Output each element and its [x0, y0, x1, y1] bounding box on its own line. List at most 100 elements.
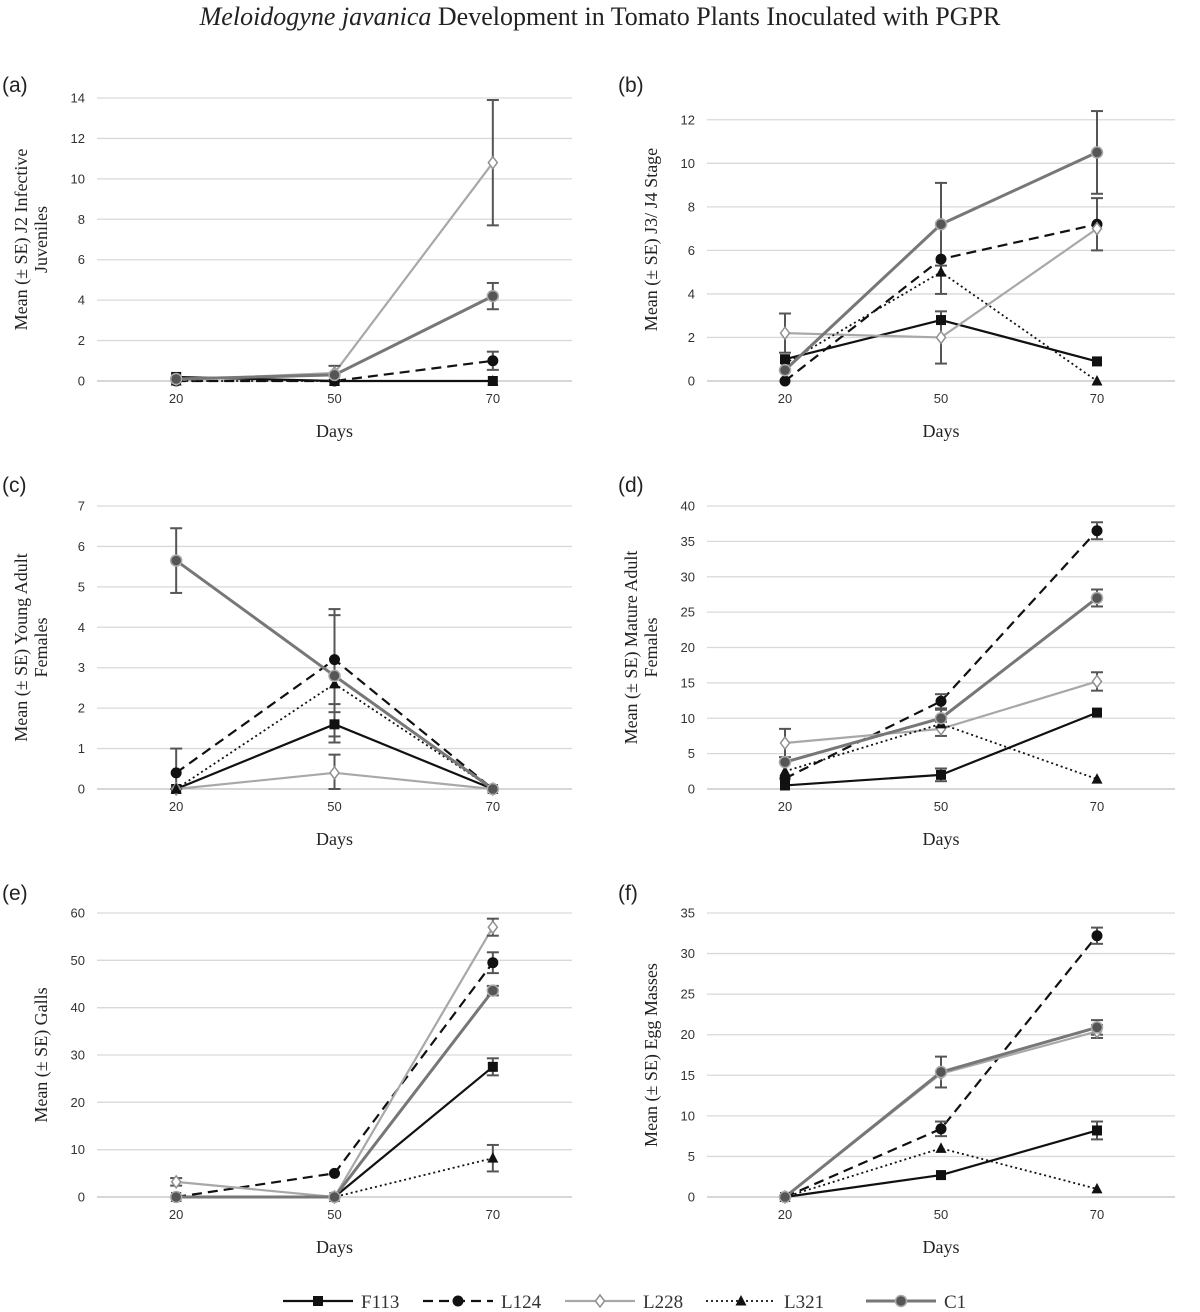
data-point-L124-shape [935, 1123, 947, 1135]
series-line-L124 [784, 530, 1098, 780]
data-point-L124 [1091, 930, 1103, 942]
data-point-L321 [487, 1152, 499, 1163]
chart-panel-1: (b) 0 2 4 6 8 10 12 20 50 70 Days Mean (± SE) J3/ J4… [618, 74, 1175, 441]
data-point-L124 [1091, 525, 1103, 537]
y-tick-label: 8 [688, 199, 695, 214]
x-tick-label: 70 [486, 799, 500, 814]
y-tick-label: 10 [71, 171, 85, 186]
data-point-L228-shape [1091, 674, 1103, 689]
data-point-C1 [486, 984, 500, 997]
y-tick-label: 20 [71, 1095, 85, 1110]
data-point-L124 [329, 654, 340, 666]
legend-label-C1: C1 [944, 1292, 966, 1312]
data-point-C1 [778, 755, 792, 769]
y-tick-label: 0 [78, 1190, 85, 1205]
data-point-F113 [329, 719, 340, 730]
data-point-L124-shape [487, 957, 499, 969]
series-line-C1 [176, 989, 495, 1199]
data-point-C1-shape [169, 1190, 183, 1204]
x-tick-label: 20 [169, 799, 183, 814]
y-axis-label: Mean (± SE) Young Adult [11, 553, 32, 741]
legend-label-L321: L321 [784, 1292, 824, 1312]
data-point-F113-shape [1092, 356, 1102, 367]
data-point-L321-shape [487, 375, 499, 386]
legend-marker-L124-shape [452, 1295, 464, 1307]
legend-marker-L321 [735, 1295, 747, 1306]
x-tick-label: 50 [934, 799, 948, 814]
y-tick-label: 2 [688, 330, 695, 345]
data-point-L321-shape [487, 1152, 499, 1163]
x-axis-label: Days [923, 421, 960, 441]
data-point-L228 [170, 1174, 182, 1190]
y-tick-label: 8 [78, 212, 85, 227]
data-point-F113-shape [1092, 707, 1102, 718]
data-point-L321-shape [935, 266, 947, 277]
data-point-F113-shape [1092, 1125, 1102, 1136]
data-point-L321 [779, 765, 791, 776]
data-point-C1-shape [486, 782, 500, 796]
data-point-L321 [935, 266, 947, 277]
data-point-L321 [170, 783, 182, 794]
data-point-F113-shape [936, 769, 946, 780]
data-point-L124 [935, 695, 947, 707]
data-point-L228 [779, 735, 791, 751]
data-point-C1-shape [1090, 1021, 1104, 1034]
series-line-F113 [784, 1129, 1098, 1199]
y-tick-label: 0 [688, 374, 695, 389]
y-tick-label: 30 [71, 1048, 85, 1063]
y-tick-label: 15 [681, 1068, 695, 1083]
data-point-C1-shape [486, 289, 500, 303]
data-point-L321 [487, 375, 499, 386]
data-point-C1 [328, 368, 341, 382]
y-tick-label: 10 [681, 711, 695, 726]
panel-label: (b) [618, 74, 644, 97]
y-tick-label: 6 [688, 243, 695, 258]
data-point-L124 [779, 375, 791, 387]
series-line-L124 [784, 935, 1098, 1199]
data-point-L124-shape [935, 253, 947, 265]
data-point-C1 [328, 1190, 341, 1204]
y-tick-label: 10 [681, 1108, 695, 1123]
data-point-L321-shape [935, 1142, 947, 1153]
data-point-L228 [1091, 221, 1103, 236]
data-point-C1 [486, 289, 500, 303]
data-point-L321-shape [170, 783, 182, 794]
data-point-C1-shape [934, 712, 948, 725]
x-axis-label: Days [316, 421, 353, 441]
data-point-L124-shape [487, 355, 499, 367]
data-point-F113 [487, 1061, 498, 1072]
data-point-F113-shape [936, 1170, 946, 1181]
data-point-F113 [1092, 1125, 1102, 1136]
title-species: Meloidogyne javanica [199, 2, 432, 31]
y-tick-label: 14 [71, 91, 85, 106]
title-rest: Development in Tomato Plants Inoculated … [431, 2, 1001, 31]
y-tick-label: 60 [71, 906, 85, 921]
data-point-C1-shape [778, 755, 792, 769]
data-point-F113-shape [487, 1061, 498, 1072]
legend-marker-L321-shape [735, 1295, 747, 1306]
data-point-C1-shape [1090, 146, 1104, 159]
data-point-C1-shape [328, 368, 341, 382]
data-point-L321-shape [779, 765, 791, 776]
data-point-L228-shape [779, 325, 791, 341]
y-axis-label: Females [31, 618, 51, 678]
panel-label: (e) [2, 882, 28, 905]
y-tick-label: 30 [681, 569, 695, 584]
y-tick-label: 35 [681, 906, 695, 921]
y-tick-label: 4 [78, 620, 85, 635]
y-tick-label: 6 [78, 252, 85, 267]
y-axis-label: Mean (± SE) Galls [31, 987, 52, 1122]
data-point-F113 [936, 769, 946, 780]
data-point-L228 [487, 919, 499, 935]
chart-panel-2: (c) 0 1 2 3 4 5 6 7 20 50 70 Days Mean (± SE) Young A… [2, 474, 572, 849]
legend-marker-F113 [313, 1296, 323, 1306]
data-point-L228-shape [935, 330, 947, 345]
data-point-L124 [935, 253, 947, 265]
data-point-L228 [487, 155, 499, 170]
x-tick-label: 70 [486, 1207, 500, 1222]
legend-label-L124: L124 [501, 1292, 542, 1312]
x-axis-label: Days [316, 1237, 353, 1257]
data-point-F113-shape [329, 719, 340, 730]
data-point-C1 [778, 1190, 792, 1204]
